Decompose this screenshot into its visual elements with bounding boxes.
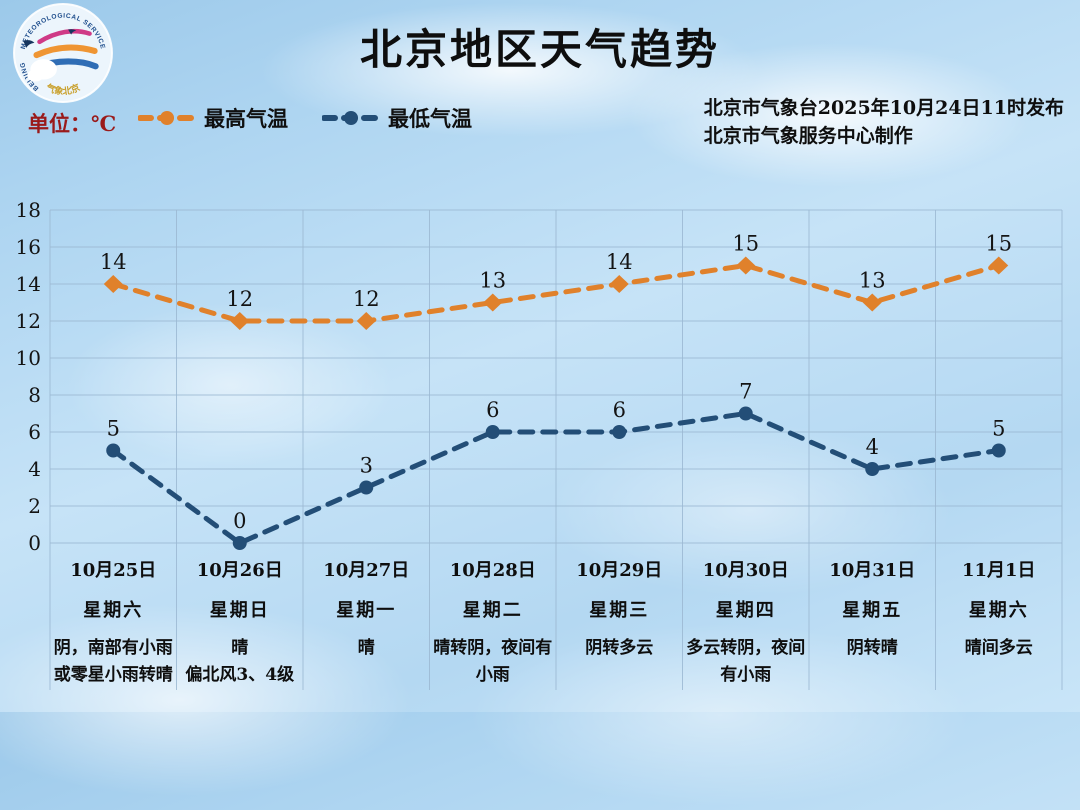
category-date: 10月27日 [323,560,410,581]
data-point-diamond [862,293,882,312]
category-weekday: 星期六 [83,600,144,621]
category-weekday: 星期六 [968,600,1029,621]
category-weather: 晴 偏北风3、4级 [185,638,295,686]
x-axis-category: 10月25日 星期六阴，南部有小雨或零星小雨转晴 [50,556,177,689]
data-point-diamond [230,312,250,330]
x-axis-category: 10月30日 星期四多云转阴，夜间有小雨 [683,556,810,689]
data-value-label: 15 [985,232,1012,256]
category-date: 11月1日 [961,560,1036,581]
data-point-diamond [736,256,756,275]
logo-red-swoosh [37,28,92,45]
y-tick-label: 18 [16,198,41,222]
data-value-label: 12 [226,287,253,311]
data-point-circle [865,462,880,476]
data-point-circle [359,480,374,495]
category-weather: 多云转阴，夜间有小雨 [686,638,806,686]
category-date: 10月31日 [829,560,916,581]
data-value-label: 5 [107,417,120,441]
category-weekday: 星期四 [715,600,776,621]
data-point-circle [106,443,121,458]
category-date: 10月30日 [702,560,789,581]
series-line-low-temp [110,410,1002,546]
unit-label: 单位：℃ [28,111,117,136]
legend-item-high-temp: 最高气温 [138,103,288,133]
data-value-label: 6 [613,398,626,422]
category-date: 10月28日 [449,560,536,581]
data-point-circle [485,425,500,439]
x-axis-labels: 10月25日 星期六 阴，南部有小雨或零星小雨转晴 10月26日 星期日晴 偏北风3、4… [50,556,1062,689]
publisher-line-2: 北京市气象服务中心制作 [703,124,913,147]
category-weekday: 星期一 [336,600,397,621]
logo-orange-swoosh [33,44,98,59]
low-temp-line-marker-icon [322,111,380,125]
publisher-info: 北京市气象台2025年10月24日11时发布 北京市气象服务中心制作 [704,95,1064,150]
category-weekday: 星期日 [209,600,270,621]
category-date: 10月25日 [70,560,157,581]
x-axis-category: 11月1日星期六晴间多云 [936,556,1063,689]
category-weekday: 星期五 [842,600,903,621]
logo-cloud-shape [27,69,44,82]
data-point-circle [612,425,627,439]
y-tick-label: 6 [28,420,41,444]
y-tick-label: 0 [28,531,41,555]
x-axis-category: 10月26日 星期日晴 偏北风3、4级 [177,556,304,689]
category-weekday: 星期二 [462,600,523,621]
data-point-diamond [356,312,376,330]
legend: 最高气温 最低气温 [138,103,472,133]
data-value-label: 12 [353,287,380,311]
x-axis-category: 10月28日 星期二晴转阴，夜间有小雨 [430,556,557,689]
series-line-high-temp [110,262,1002,324]
y-tick-label: 16 [16,235,41,259]
data-value-label: 14 [100,250,127,274]
category-date: 10月29日 [576,560,663,581]
data-value-label: 3 [360,454,373,478]
publisher-line-1: 北京市气象台2025年10月24日11时发布 [703,97,1064,119]
data-value-label: 6 [486,398,499,422]
y-tick-label: 12 [16,309,41,333]
beijing-meteorological-service-logo: METEOROLOGICAL SERVICE BEIJING 气象北京 [13,3,113,103]
logo-bird-icon [68,29,77,35]
x-axis-category: 10月31日 星期五阴转晴 [809,556,936,689]
logo-bird-icon [23,40,35,48]
x-axis-category: 10月27日 星期一晴 [303,556,430,689]
data-value-label: 5 [992,417,1005,441]
data-point-diamond [483,293,503,312]
data-value-label: 0 [233,509,246,533]
data-point-circle [232,536,247,550]
legend-label-high-temp: 最高气温 [204,106,288,131]
category-weather: 晴转阴，夜间有小雨 [433,638,553,686]
data-point-diamond [989,256,1009,275]
category-weather: 阴，南部有小雨或零星小雨转晴 [53,638,173,686]
y-tick-label: 4 [28,457,41,481]
category-weekday: 星期三 [589,600,650,621]
category-weather: 晴间多云 [964,638,1033,658]
y-tick-label: 10 [16,346,41,370]
data-value-label: 14 [606,250,633,274]
data-point-circle [738,406,753,421]
legend-item-low-temp: 最低气温 [322,103,472,133]
data-value-label: 13 [859,269,886,293]
data-point-diamond [103,275,123,293]
y-tick-label: 2 [28,494,41,518]
data-point-circle [991,443,1006,458]
legend-label-low-temp: 最低气温 [388,106,472,131]
category-weather: 阴转晴 [846,638,898,658]
data-value-label: 15 [732,232,759,256]
data-value-label: 4 [866,435,879,459]
category-date: 10月26日 [196,560,283,581]
high-temp-line-marker-icon [138,111,196,125]
y-tick-label: 8 [28,383,41,407]
data-point-diamond [609,275,629,293]
x-axis-category: 10月29日 星期三阴转多云 [556,556,683,689]
category-weather: 阴转多云 [585,638,654,658]
page-title: 北京地区天气趋势 [359,25,720,74]
temperature-trend-chart: 0 2 4 6 8 10 12 14 16 18 14 12 12 13 14 15 13 15 5 0 3 6 6 7 4 5 [16,198,1063,690]
category-weather: 晴 [357,638,375,658]
y-tick-label: 14 [16,272,41,296]
data-value-label: 7 [739,380,752,404]
data-value-label: 13 [479,269,506,293]
